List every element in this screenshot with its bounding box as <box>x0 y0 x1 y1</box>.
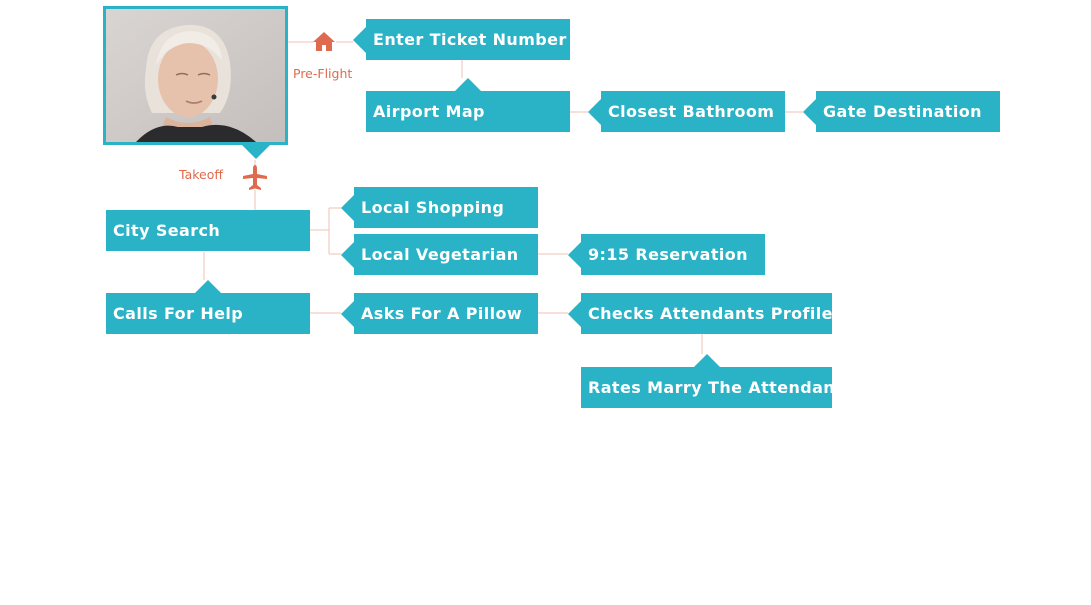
node-checks-attendants-profile[interactable]: Checks Attendants Profile <box>568 293 833 334</box>
node-gate-destination[interactable]: Gate Destination <box>803 91 1000 132</box>
node-asks-for-a-pillow[interactable]: Asks For A Pillow <box>341 293 538 334</box>
node-label: Asks For A Pillow <box>361 304 523 323</box>
takeoff-label: Takeoff <box>179 167 223 182</box>
user-portrait-photo <box>103 6 288 145</box>
node-label: Checks Attendants Profile <box>588 304 833 323</box>
node-local-shopping[interactable]: Local Shopping <box>341 187 538 228</box>
node-label: Rates Marry The Attendant <box>588 378 844 397</box>
node-enter-ticket-number[interactable]: Enter Ticket Number <box>353 19 570 60</box>
node-label: Enter Ticket Number <box>373 30 567 49</box>
node-reservation[interactable]: 9:15 Reservation <box>568 234 765 275</box>
node-label: City Search <box>113 221 221 240</box>
node-label: Gate Destination <box>823 102 982 121</box>
house-icon <box>313 32 335 51</box>
node-rates-marry-the-attendant[interactable]: Rates Marry The Attendant <box>581 354 843 408</box>
node-local-vegetarian[interactable]: Local Vegetarian <box>341 234 538 275</box>
node-label: Airport Map <box>373 102 485 121</box>
node-calls-for-help[interactable]: Calls For Help <box>106 280 310 334</box>
photo-pointer <box>242 145 270 159</box>
node-city-search[interactable]: City Search <box>106 210 310 251</box>
preflight-label: Pre-Flight <box>293 66 353 81</box>
node-label: 9:15 Reservation <box>588 245 748 264</box>
node-closest-bathroom[interactable]: Closest Bathroom <box>588 91 785 132</box>
node-label: Local Shopping <box>361 198 505 217</box>
airplane-icon <box>243 165 267 190</box>
node-label: Local Vegetarian <box>361 245 519 264</box>
woman-portrait-photo <box>106 9 285 142</box>
node-label: Calls For Help <box>113 304 244 323</box>
node-airport-map[interactable]: Airport Map <box>366 78 570 132</box>
node-label: Closest Bathroom <box>608 102 775 121</box>
